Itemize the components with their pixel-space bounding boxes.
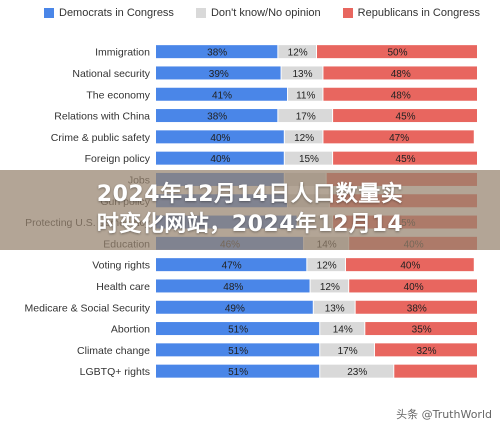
bar-democrats-in-congress-crime-public-safety bbox=[156, 130, 284, 144]
bar-democrats-in-congress-medicare-social-security bbox=[156, 300, 313, 314]
title-overlay-band bbox=[0, 170, 500, 250]
legend-item-democrats: Democrats in Congress bbox=[44, 7, 174, 19]
category-label-abortion: Abortion bbox=[111, 324, 150, 336]
data-label-don-t-know-no-opinion-crime-public-safety: 12% bbox=[294, 133, 314, 144]
bar-democrats-in-congress-foreign-policy bbox=[156, 151, 284, 165]
data-label-republicans-in-congress-the-economy: 48% bbox=[391, 90, 411, 101]
bar-don-t-know-no-opinion-lgbtq-rights bbox=[320, 364, 394, 378]
data-label-republicans-in-congress-foreign-policy: 45% bbox=[396, 154, 416, 165]
bar-don-t-know-no-opinion-foreign-policy bbox=[284, 151, 333, 165]
data-label-democrats-in-congress-health-care: 48% bbox=[223, 282, 243, 293]
bar-don-t-know-no-opinion-health-care bbox=[310, 279, 349, 293]
category-label-national-security: National security bbox=[72, 68, 150, 80]
data-label-republicans-in-congress-immigration: 50% bbox=[387, 48, 407, 59]
bar-don-t-know-no-opinion-immigration bbox=[278, 45, 316, 59]
data-label-don-t-know-no-opinion-health-care: 12% bbox=[320, 282, 340, 293]
bar-republicans-in-congress-immigration bbox=[317, 45, 477, 59]
bar-democrats-in-congress-lgbtq-rights bbox=[156, 364, 320, 378]
category-label-immigration: Immigration bbox=[95, 47, 150, 59]
legend-item-no-opinion: Don't know/No opinion bbox=[195, 7, 321, 19]
legend-label-republicans: Republicans in Congress bbox=[357, 7, 480, 19]
data-label-don-t-know-no-opinion-national-security: 13% bbox=[293, 69, 313, 80]
data-label-don-t-know-no-opinion-lgbtq-rights: 23% bbox=[347, 367, 367, 378]
bar-don-t-know-no-opinion-voting-rights bbox=[307, 258, 345, 272]
category-label-foreign-policy: Foreign policy bbox=[85, 153, 151, 165]
data-label-don-t-know-no-opinion-abortion: 14% bbox=[333, 325, 353, 336]
data-label-democrats-in-congress-immigration: 38% bbox=[207, 48, 227, 59]
bar-don-t-know-no-opinion-abortion bbox=[320, 322, 365, 336]
data-label-democrats-in-congress-crime-public-safety: 40% bbox=[210, 133, 230, 144]
data-label-don-t-know-no-opinion-climate-change: 17% bbox=[338, 346, 358, 357]
bar-democrats-in-congress-relations-with-china bbox=[156, 109, 278, 123]
bar-don-t-know-no-opinion-national-security bbox=[281, 66, 323, 80]
bar-republicans-in-congress-climate-change bbox=[374, 343, 477, 357]
category-label-the-economy: The economy bbox=[86, 89, 150, 101]
data-label-democrats-in-congress-relations-with-china: 38% bbox=[207, 112, 227, 123]
category-label-relations-with-china: Relations with China bbox=[54, 111, 150, 123]
data-label-republicans-in-congress-medicare-social-security: 38% bbox=[407, 303, 427, 314]
data-label-don-t-know-no-opinion-the-economy: 11% bbox=[296, 90, 315, 101]
bar-democrats-in-congress-voting-rights bbox=[156, 258, 307, 272]
category-label-lgbtq-rights: LGBTQ+ rights bbox=[80, 366, 150, 378]
legend-swatch-republicans bbox=[342, 8, 353, 18]
data-label-republicans-in-congress-crime-public-safety: 47% bbox=[389, 133, 409, 144]
data-label-democrats-in-congress-climate-change: 51% bbox=[228, 346, 248, 357]
data-label-republicans-in-congress-national-security: 48% bbox=[391, 69, 411, 80]
bar-republicans-in-congress-health-care bbox=[349, 279, 477, 293]
data-label-republicans-in-congress-abortion: 35% bbox=[412, 325, 432, 336]
data-label-democrats-in-congress-voting-rights: 47% bbox=[222, 261, 242, 272]
category-label-voting-rights: Voting rights bbox=[92, 260, 150, 272]
bar-don-t-know-no-opinion-the-economy bbox=[288, 87, 323, 101]
data-label-don-t-know-no-opinion-foreign-policy: 15% bbox=[299, 154, 319, 165]
category-label-climate-change: Climate change bbox=[77, 345, 150, 357]
data-label-don-t-know-no-opinion-immigration: 12% bbox=[288, 48, 308, 59]
overlay-title: 2024年12月14日人口数量实 时变化网站，2024年12月14 bbox=[96, 182, 404, 237]
bar-republicans-in-congress-abortion bbox=[365, 322, 477, 336]
bar-democrats-in-congress-climate-change bbox=[156, 343, 320, 357]
bar-republicans-in-congress-lgbtq-rights bbox=[394, 364, 477, 378]
bar-democrats-in-congress-health-care bbox=[156, 279, 310, 293]
data-label-don-t-know-no-opinion-voting-rights: 12% bbox=[317, 261, 337, 272]
data-label-republicans-in-congress-voting-rights: 40% bbox=[400, 261, 420, 272]
bar-democrats-in-congress-the-economy bbox=[156, 87, 288, 101]
watermark: 头条 @TruthWorld bbox=[396, 408, 492, 421]
bar-republicans-in-congress-voting-rights bbox=[345, 258, 474, 272]
data-label-republicans-in-congress-climate-change: 32% bbox=[416, 346, 436, 357]
bar-don-t-know-no-opinion-medicare-social-security bbox=[313, 300, 355, 314]
data-label-don-t-know-no-opinion-relations-with-china: 17% bbox=[296, 112, 316, 123]
bar-republicans-in-congress-the-economy bbox=[323, 87, 477, 101]
chart-legend: Democrats in Congress Don't know/No opin… bbox=[44, 7, 480, 19]
bar-republicans-in-congress-foreign-policy bbox=[333, 151, 477, 165]
legend-item-republicans: Republicans in Congress bbox=[342, 7, 480, 19]
bar-republicans-in-congress-national-security bbox=[323, 66, 477, 80]
category-label-medicare-social-security: Medicare & Social Security bbox=[25, 302, 151, 314]
bar-republicans-in-congress-crime-public-safety bbox=[323, 130, 474, 144]
bar-republicans-in-congress-medicare-social-security bbox=[355, 300, 477, 314]
data-label-republicans-in-congress-relations-with-china: 45% bbox=[396, 112, 416, 123]
legend-swatch-democrats bbox=[44, 8, 54, 18]
bar-don-t-know-no-opinion-climate-change bbox=[320, 343, 374, 357]
data-label-democrats-in-congress-lgbtq-rights: 51% bbox=[228, 367, 248, 378]
data-label-republicans-in-congress-health-care: 40% bbox=[404, 282, 424, 293]
legend-label-democrats: Democrats in Congress bbox=[59, 7, 174, 19]
bar-democrats-in-congress-national-security bbox=[156, 66, 281, 80]
bar-republicans-in-congress-relations-with-china bbox=[333, 109, 477, 123]
bar-don-t-know-no-opinion-crime-public-safety bbox=[284, 130, 323, 144]
category-label-health-care: Health care bbox=[96, 281, 150, 293]
bar-democrats-in-congress-abortion bbox=[156, 322, 320, 336]
bar-don-t-know-no-opinion-relations-with-china bbox=[278, 109, 333, 123]
data-label-democrats-in-congress-medicare-social-security: 49% bbox=[225, 303, 245, 314]
data-label-democrats-in-congress-foreign-policy: 40% bbox=[210, 154, 230, 165]
legend-swatch-no-opinion bbox=[195, 8, 206, 18]
data-label-democrats-in-congress-the-economy: 41% bbox=[212, 90, 232, 101]
data-label-democrats-in-congress-national-security: 39% bbox=[209, 69, 229, 80]
legend-label-no-opinion: Don't know/No opinion bbox=[210, 7, 321, 19]
category-label-crime-public-safety: Crime & public safety bbox=[51, 132, 151, 144]
bar-democrats-in-congress-immigration bbox=[156, 45, 278, 59]
data-label-democrats-in-congress-abortion: 51% bbox=[228, 325, 248, 336]
data-label-don-t-know-no-opinion-medicare-social-security: 13% bbox=[325, 303, 345, 314]
